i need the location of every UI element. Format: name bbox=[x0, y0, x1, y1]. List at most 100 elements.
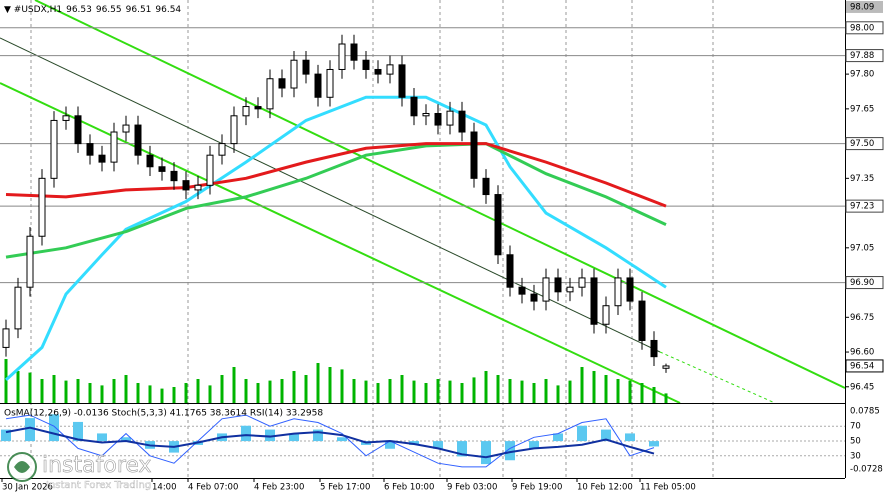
osma-bar bbox=[577, 425, 587, 442]
moving-average bbox=[5, 142, 667, 208]
candle-body bbox=[638, 300, 646, 341]
level-box bbox=[845, 21, 884, 35]
osma-tick-label: 0.0785 bbox=[850, 407, 880, 417]
volume-bar bbox=[88, 383, 92, 403]
volume-bar bbox=[124, 375, 128, 403]
volume-bar bbox=[316, 363, 320, 403]
osma-bar bbox=[481, 441, 491, 465]
price-label: 96.54 bbox=[850, 361, 874, 371]
osma-bar bbox=[1, 429, 11, 442]
osma-bar bbox=[601, 429, 611, 442]
osma-bar bbox=[289, 433, 299, 442]
rsi-line bbox=[5, 426, 655, 459]
ohlc-open: 96.53 bbox=[66, 5, 92, 15]
volume-bar bbox=[592, 371, 596, 403]
volume-bar bbox=[568, 380, 572, 403]
moving-average bbox=[5, 142, 667, 259]
candle-body bbox=[446, 110, 454, 126]
candle-body bbox=[398, 64, 406, 98]
volume-bar bbox=[76, 379, 80, 403]
indicator-header: OsMA(12,26,9) -0.0136 Stoch(5,3,3) 41.17… bbox=[4, 409, 323, 419]
candle-body bbox=[626, 277, 634, 302]
volume-bar bbox=[304, 375, 308, 403]
volume-bar bbox=[664, 393, 668, 403]
volume-bar bbox=[520, 380, 524, 403]
candle-body bbox=[590, 277, 598, 325]
volume-bar bbox=[232, 367, 236, 403]
channel-mid-ext bbox=[659, 351, 776, 404]
grid bbox=[30, 0, 714, 478]
volume-bar bbox=[448, 380, 452, 403]
volume-bar bbox=[544, 379, 548, 403]
brand: instaforex bbox=[42, 453, 152, 478]
candle-body bbox=[170, 170, 178, 182]
volume-bar bbox=[4, 359, 8, 403]
osma-bar bbox=[337, 437, 347, 442]
volume-bar bbox=[172, 387, 176, 403]
volume-bar bbox=[256, 383, 260, 403]
osma-bar bbox=[457, 441, 467, 457]
volume-bar bbox=[436, 379, 440, 403]
candle-body bbox=[518, 286, 526, 295]
moving-average bbox=[4, 95, 667, 381]
candle-body bbox=[302, 59, 310, 75]
y-tick-label: 97.35 bbox=[850, 174, 874, 184]
candle-body bbox=[266, 78, 274, 110]
volume-bar bbox=[220, 375, 224, 403]
osma-bar bbox=[529, 441, 539, 449]
plot bbox=[0, 27, 845, 468]
candle-body bbox=[98, 154, 106, 163]
candle-body bbox=[350, 43, 358, 61]
candle-body bbox=[530, 293, 538, 302]
candle-body bbox=[566, 286, 574, 293]
level-box bbox=[845, 49, 884, 63]
indicator-tick-label: 30 bbox=[850, 451, 861, 461]
time-label: 4 Feb 23:00 bbox=[254, 483, 304, 493]
y-tick-label: 97.05 bbox=[850, 243, 874, 253]
price-box bbox=[845, 359, 884, 373]
osma-bar bbox=[97, 433, 107, 442]
volume-bar bbox=[424, 383, 428, 403]
candle-body bbox=[38, 177, 46, 237]
ohlc-close: 96.54 bbox=[155, 5, 181, 15]
volume-bar bbox=[280, 379, 284, 403]
osma-bar bbox=[241, 425, 251, 442]
osma-bar bbox=[649, 441, 659, 447]
volume-bar bbox=[208, 385, 212, 403]
indicator-tick-label: 50 bbox=[850, 437, 861, 447]
volume-bar bbox=[376, 383, 380, 403]
candle-body bbox=[134, 124, 142, 156]
volume-bar bbox=[244, 379, 248, 403]
indicator-tick-label: 70 bbox=[850, 422, 861, 432]
volume-bar bbox=[16, 371, 20, 403]
candle-body bbox=[554, 277, 562, 293]
candle-body bbox=[458, 110, 466, 133]
candle-body bbox=[50, 119, 58, 179]
candle-body bbox=[218, 143, 226, 156]
osma-tick-label: -0.0728 bbox=[850, 465, 883, 475]
volume-bar bbox=[100, 385, 104, 403]
high-marker-box bbox=[846, 0, 883, 13]
volume-bar bbox=[52, 375, 56, 403]
volume-bar bbox=[340, 369, 344, 403]
tagline: Instant Forex Trading bbox=[46, 480, 151, 491]
candle-body bbox=[146, 154, 154, 168]
candle-body bbox=[290, 59, 298, 89]
volume-bar bbox=[40, 379, 44, 403]
volume-bar bbox=[388, 379, 392, 403]
candle-body bbox=[86, 143, 94, 156]
time-label: 9 Feb 19:00 bbox=[512, 483, 562, 493]
candle-body bbox=[662, 365, 670, 369]
osma-bar bbox=[505, 441, 515, 461]
level-label: 97.50 bbox=[850, 139, 874, 149]
time-label: 10 Feb 12:00 bbox=[577, 483, 633, 493]
candle-body bbox=[374, 68, 382, 75]
chart-header: ▼ #USDX,H1 96.53 96.55 96.51 96.54 bbox=[4, 5, 181, 15]
candle-body bbox=[314, 73, 322, 98]
volume-bar bbox=[580, 367, 584, 403]
candle-body bbox=[242, 106, 250, 117]
osma-bar bbox=[385, 441, 395, 449]
osma-bar bbox=[73, 421, 83, 442]
